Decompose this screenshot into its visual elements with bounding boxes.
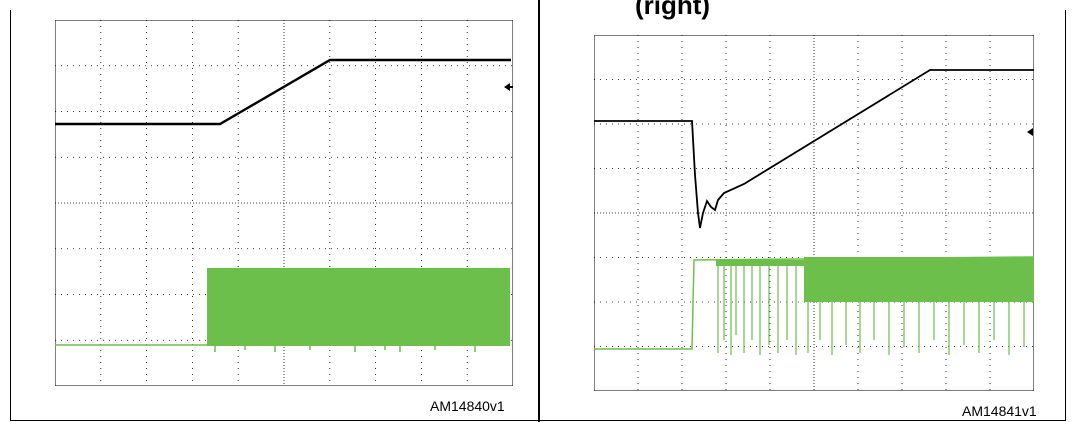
scope-grid-right [594, 35, 1034, 391]
figure-caption-right: AM14841v1 [962, 403, 1037, 419]
figure-caption-left: AM14840v1 [430, 398, 505, 414]
figure-title-fragment: (right) [635, 0, 711, 20]
pwm-trace-right [594, 256, 1034, 355]
scope-screen-right [594, 35, 1034, 391]
arrow-marker-right [1027, 128, 1033, 136]
voltage-trace-right [594, 69, 1034, 229]
pwm-trace-left [55, 268, 510, 352]
panel-divider [538, 0, 540, 422]
arrow-marker-left [504, 83, 513, 91]
scope-screen-left [55, 20, 513, 386]
voltage-trace-left [55, 58, 511, 126]
